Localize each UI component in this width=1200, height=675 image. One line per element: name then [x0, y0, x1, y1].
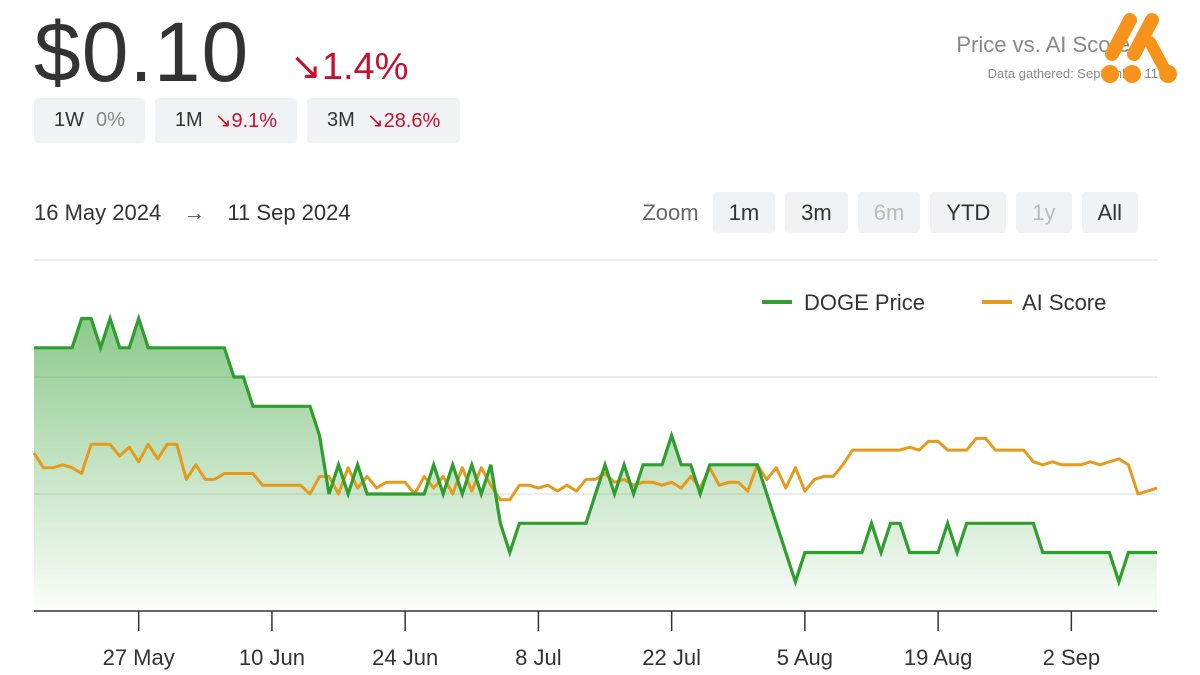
- doge-price-line: [34, 313, 1157, 587]
- zoom-1m-button[interactable]: 1m: [712, 192, 776, 233]
- zoom-ytd-button[interactable]: YTD: [930, 192, 1007, 233]
- period-label: 1W: [54, 109, 84, 131]
- x-tick-label: 10 Jun: [239, 645, 305, 670]
- x-tick-label: 8 Jul: [515, 645, 561, 670]
- ai-score-title: Price vs. AI Score: [956, 32, 1130, 57]
- period-value: ↘9.1%: [214, 110, 278, 132]
- range-start[interactable]: 16 May 2024: [34, 200, 162, 225]
- zoom-1y-button: 1y: [1016, 192, 1072, 233]
- zoom-controls: Zoom 1m 3m 6m YTD 1y All: [642, 192, 1138, 233]
- ai-score-line: [32, 436, 1158, 502]
- zoom-all-button[interactable]: All: [1081, 192, 1138, 233]
- legend-ai-score-label: AI Score: [1022, 290, 1106, 315]
- period-pill-1w[interactable]: 1W 0%: [34, 98, 145, 143]
- zoom-label: Zoom: [642, 199, 699, 225]
- period-pill-3m[interactable]: 3M ↘28.6%: [307, 98, 461, 143]
- price-area: [34, 318, 1157, 611]
- x-tick-label: 2 Sep: [1043, 645, 1101, 670]
- date-range: 16 May 2024 → 11 Sep 2024: [34, 200, 351, 226]
- period-change-pills: 1W 0% 1M ↘9.1% 3M ↘28.6%: [34, 98, 461, 143]
- range-arrow: →: [183, 200, 206, 225]
- zoom-6m-button: 6m: [857, 192, 921, 233]
- series-line-layer: [32, 313, 1158, 587]
- current-price: $0.10: [34, 5, 250, 99]
- zoom-3m-button[interactable]: 3m: [785, 192, 848, 233]
- period-value: ↘28.6%: [366, 110, 441, 132]
- brand-logo-icon: [1101, 13, 1177, 83]
- x-tick-label: 19 Aug: [904, 645, 973, 670]
- x-tick-label: 27 May: [103, 645, 175, 670]
- period-pill-1m[interactable]: 1M ↘9.1%: [154, 98, 298, 143]
- range-end[interactable]: 11 Sep 2024: [227, 200, 351, 225]
- x-tick-label: 5 Aug: [777, 645, 833, 670]
- x-axis: 27 May 10 Jun 24 Jun 8 Jul 22 Jul 5 Aug 19 Aug…: [34, 610, 1157, 670]
- period-value: 0%: [96, 109, 125, 131]
- period-label: 1M: [174, 109, 203, 131]
- x-tick-label: 22 Jul: [642, 645, 701, 670]
- chart-legend: DOGE Price AI Score: [762, 290, 1106, 315]
- price-area-layer: [34, 318, 1157, 611]
- period-label: 3M: [327, 109, 355, 131]
- legend-doge-price-label: DOGE Price: [804, 290, 925, 315]
- x-tick-label: 24 Jun: [372, 645, 438, 670]
- price-change: ↘1.4%: [290, 46, 409, 88]
